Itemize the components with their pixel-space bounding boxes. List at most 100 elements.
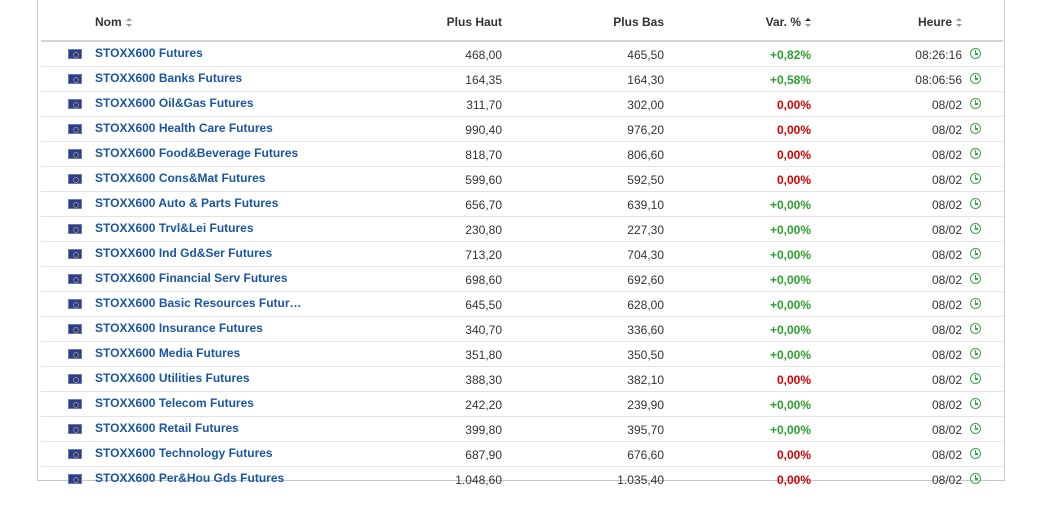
clock-icon: [970, 98, 981, 109]
change-value: 0,00%: [776, 448, 811, 462]
instrument-link[interactable]: STOXX600 Financial Serv Futures: [95, 271, 288, 285]
futures-table-panel: Nom Plus Haut Plus Bas Var. % Heure STOX…: [37, 0, 1005, 487]
low-value: 336,60: [627, 323, 664, 337]
change-value: +0,00%: [769, 298, 811, 312]
instrument-link[interactable]: STOXX600 Utilities Futures: [95, 371, 250, 385]
eu-flag-icon: [68, 299, 82, 309]
column-header-time-label: Heure: [917, 15, 952, 29]
column-header-change[interactable]: Var. %: [766, 15, 811, 29]
time-value: 08/02: [931, 273, 962, 287]
eu-flag-icon: [68, 149, 82, 159]
high-value: 340,70: [465, 323, 502, 337]
table-header: Nom Plus Haut Plus Bas Var. % Heure: [41, 0, 1003, 42]
instrument-link[interactable]: STOXX600 Media Futures: [95, 346, 241, 360]
low-value: 350,50: [627, 348, 664, 362]
change-value: +0,00%: [769, 423, 811, 437]
eu-flag-icon: [68, 274, 82, 284]
instrument-link[interactable]: STOXX600 Banks Futures: [95, 71, 243, 85]
change-value: 0,00%: [776, 173, 811, 187]
clock-icon: [970, 298, 981, 309]
low-value: 302,00: [627, 98, 664, 112]
instrument-link[interactable]: STOXX600 Cons&Mat Futures: [95, 171, 266, 185]
high-value: 713,20: [465, 248, 502, 262]
time-value: 08/02: [931, 423, 962, 437]
column-header-time[interactable]: Heure: [918, 15, 962, 29]
low-value: 976,20: [627, 123, 664, 137]
eu-flag-icon: [68, 199, 82, 209]
eu-flag-icon: [68, 249, 82, 259]
low-value: 676,60: [627, 448, 664, 462]
column-header-name-label: Nom: [95, 15, 122, 29]
change-value: 0,00%: [776, 473, 811, 487]
change-value: 0,00%: [776, 148, 811, 162]
time-value: 08/02: [931, 248, 962, 262]
instrument-link[interactable]: STOXX600 Basic Resources Futur…: [95, 296, 302, 310]
time-value: 08/02: [931, 448, 962, 462]
low-value: 704,30: [627, 248, 664, 262]
column-header-high[interactable]: Plus Haut: [447, 15, 502, 29]
instrument-link[interactable]: STOXX600 Telecom Futures: [95, 396, 254, 410]
column-header-name[interactable]: Nom: [95, 15, 132, 29]
eu-flag-icon: [68, 474, 82, 484]
eu-flag-icon: [68, 374, 82, 384]
instrument-link[interactable]: STOXX600 Food&Beverage Futures: [95, 146, 299, 160]
table-body: STOXX600 Futures 468,00 465,50 +0,82% 08:26:…: [41, 42, 1003, 491]
instrument-link[interactable]: STOXX600 Insurance Futures: [95, 321, 263, 335]
table-row: STOXX600 Telecom Futures 242,20 239,90 +0,0…: [41, 392, 1003, 417]
instrument-link[interactable]: STOXX600 Auto & Parts Futures: [95, 196, 279, 210]
sort-icon: [956, 18, 962, 28]
table-row: STOXX600 Financial Serv Futures 698,60 692…: [41, 267, 1003, 292]
high-value: 351,80: [465, 348, 502, 362]
high-value: 645,50: [465, 298, 502, 312]
change-value: +0,00%: [769, 198, 811, 212]
clock-icon: [970, 323, 981, 334]
table-row: STOXX600 Futures 468,00 465,50 +0,82% 08:26:…: [41, 42, 1003, 67]
low-value: 465,50: [627, 48, 664, 62]
time-value: 08/02: [931, 123, 962, 137]
change-value: +0,00%: [769, 348, 811, 362]
low-value: 382,10: [627, 373, 664, 387]
column-header-low[interactable]: Plus Bas: [613, 15, 664, 29]
instrument-link[interactable]: STOXX600 Retail Futures: [95, 421, 239, 435]
low-value: 1.035,40: [617, 473, 664, 487]
clock-icon: [970, 48, 981, 59]
instrument-link[interactable]: STOXX600 Technology Futures: [95, 446, 273, 460]
clock-icon: [970, 423, 981, 434]
change-value: +0,00%: [769, 223, 811, 237]
clock-icon: [970, 248, 981, 259]
column-header-low-label: Plus Bas: [613, 15, 664, 29]
clock-icon: [970, 448, 981, 459]
instrument-link[interactable]: STOXX600 Ind Gd&Ser Futures: [95, 246, 273, 260]
high-value: 388,30: [465, 373, 502, 387]
change-value: +0,58%: [769, 73, 811, 87]
time-value: 08/02: [931, 198, 962, 212]
table-row: STOXX600 Auto & Parts Futures 656,70 639,1…: [41, 192, 1003, 217]
high-value: 990,40: [465, 123, 502, 137]
eu-flag-icon: [68, 349, 82, 359]
instrument-link[interactable]: STOXX600 Health Care Futures: [95, 121, 273, 135]
table-row: STOXX600 Basic Resources Futur… 645,50 628…: [41, 292, 1003, 317]
futures-table: Nom Plus Haut Plus Bas Var. % Heure STOX…: [41, 0, 1003, 491]
instrument-link[interactable]: STOXX600 Per&Hou Gds Futures: [95, 471, 285, 485]
table-row: STOXX600 Banks Futures 164,35 164,30 +0,58%…: [41, 67, 1003, 92]
low-value: 692,60: [627, 273, 664, 287]
clock-icon: [970, 348, 981, 359]
low-value: 592,50: [627, 173, 664, 187]
eu-flag-icon: [68, 99, 82, 109]
clock-icon: [970, 173, 981, 184]
column-header-change-label: Var. %: [765, 15, 801, 29]
table-row: STOXX600 Technology Futures 687,90 676,60 0…: [41, 442, 1003, 467]
high-value: 818,70: [465, 148, 502, 162]
high-value: 399,80: [465, 423, 502, 437]
change-value: +0,00%: [769, 248, 811, 262]
time-value: 08/02: [931, 398, 962, 412]
instrument-link[interactable]: STOXX600 Futures: [95, 46, 203, 60]
instrument-link[interactable]: STOXX600 Trvl&Lei Futures: [95, 221, 254, 235]
clock-icon: [970, 198, 981, 209]
high-value: 687,90: [465, 448, 502, 462]
instrument-link[interactable]: STOXX600 Oil&Gas Futures: [95, 96, 254, 110]
change-value: 0,00%: [776, 98, 811, 112]
eu-flag-icon: [68, 124, 82, 134]
high-value: 599,60: [465, 173, 502, 187]
table-row: STOXX600 Food&Beverage Futures 818,70 806,…: [41, 142, 1003, 167]
